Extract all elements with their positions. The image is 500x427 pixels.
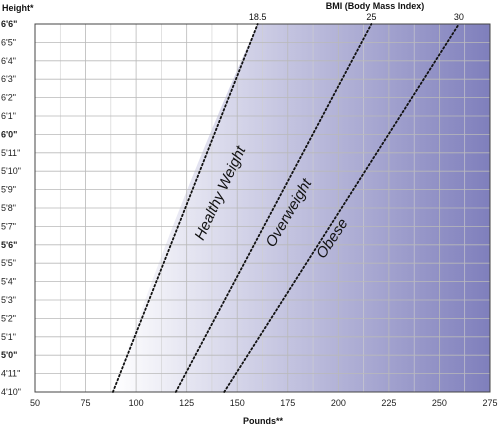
y-tick-label: 6'4" [1, 56, 16, 66]
bmi-tick-label: 25 [366, 12, 376, 22]
y-tick-label: 5'0" [1, 350, 17, 360]
y-tick-label: 6'2" [1, 93, 16, 103]
y-tick-label: 5'5" [1, 258, 16, 268]
y-tick-label: 5'8" [1, 203, 16, 213]
x-axis-title: Pounds** [243, 416, 284, 426]
y-tick-label: 5'4" [1, 277, 16, 287]
y-tick-label: 5'1" [1, 332, 16, 342]
x-tick-label: 250 [432, 398, 447, 408]
y-tick-label: 4'10" [1, 387, 21, 397]
x-tick-label: 100 [129, 398, 144, 408]
x-tick-label: 175 [280, 398, 295, 408]
y-tick-label: 6'6" [1, 19, 17, 29]
y-tick-label: 5'7" [1, 221, 16, 231]
plot-frame [34, 23, 491, 393]
y-tick-label: 5'2" [1, 313, 16, 323]
bmi-line [223, 23, 460, 393]
x-tick-label: 275 [482, 398, 497, 408]
y-tick-label: 6'5" [1, 37, 16, 47]
y-tick-label: 6'0" [1, 129, 17, 139]
y-tick-label: 6'3" [1, 74, 16, 84]
x-tick-label: 225 [381, 398, 396, 408]
y-tick-label: 6'1" [1, 111, 16, 121]
x-tick-label: 75 [81, 398, 91, 408]
bmi-axis-title: BMI (Body Mass Index) [326, 1, 425, 11]
bmi-tick-label: 30 [454, 12, 464, 22]
y-tick-label: 5'3" [1, 295, 16, 305]
x-tick-label: 200 [331, 398, 346, 408]
y-tick-label: 5'6" [1, 240, 17, 250]
y-axis-title: Height* [2, 3, 34, 13]
y-tick-label: 5'9" [1, 185, 16, 195]
bmi-line [174, 23, 373, 393]
bmi-line [112, 23, 259, 393]
bmi-tick-label: 18.5 [249, 12, 267, 22]
y-tick-label: 5'11" [1, 148, 20, 158]
x-tick-label: 125 [179, 398, 194, 408]
x-tick-label: 50 [30, 398, 40, 408]
y-tick-label: 4'11" [1, 369, 20, 379]
y-tick-label: 5'10" [1, 166, 21, 176]
x-tick-label: 150 [230, 398, 245, 408]
